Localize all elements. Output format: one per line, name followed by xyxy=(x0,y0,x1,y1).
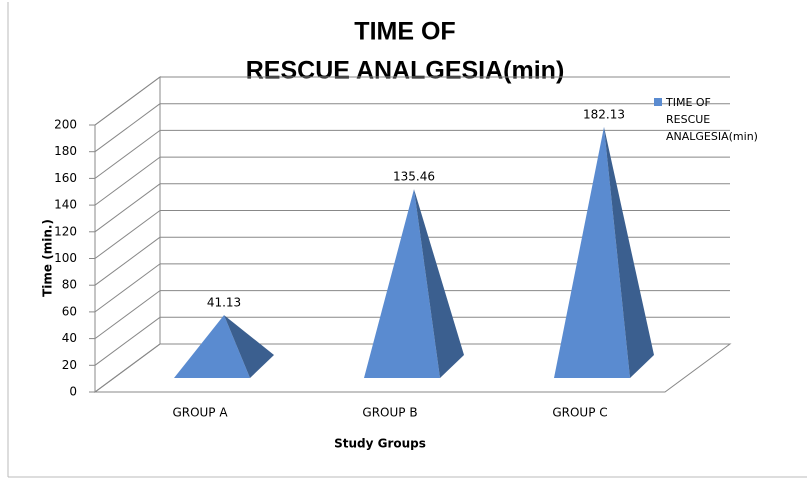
y-tick-label: 40 xyxy=(62,331,77,345)
pyramid-side xyxy=(414,189,464,378)
grid-line xyxy=(94,103,161,153)
y-tick-label: 120 xyxy=(54,224,77,238)
grid-line xyxy=(94,129,161,179)
chart-title: TIME OF xyxy=(354,18,455,46)
y-tick-label: 200 xyxy=(54,118,77,132)
pyramid-front xyxy=(364,189,440,378)
grid-line xyxy=(94,290,161,340)
y-tick-label: 100 xyxy=(54,251,77,265)
x-tick-label: GROUP B xyxy=(362,406,417,420)
pyramid-side xyxy=(604,126,654,379)
grid-line xyxy=(94,263,161,313)
grid-line xyxy=(94,316,161,366)
legend-swatch xyxy=(654,98,662,106)
grid-line xyxy=(94,76,161,126)
y-tick-label: 80 xyxy=(62,278,77,292)
y-axis-title: Time (min.) xyxy=(41,219,55,297)
grid-line xyxy=(94,156,161,206)
value-label: 182.13 xyxy=(583,107,625,121)
x-tick-label: GROUP C xyxy=(552,406,607,420)
y-tick-label: 140 xyxy=(54,198,77,212)
y-tick-label: 0 xyxy=(69,385,77,399)
y-tick-label: 60 xyxy=(62,304,77,318)
pyramid-front xyxy=(174,315,250,378)
grid-line xyxy=(94,343,161,393)
value-label: 135.46 xyxy=(393,170,435,184)
value-label: 41.13 xyxy=(207,296,241,310)
chart-title: RESCUE ANALGESIA(min) xyxy=(246,57,565,85)
grid-line xyxy=(94,236,161,286)
pyramid-front xyxy=(554,126,630,379)
grid-line xyxy=(94,210,161,259)
pyramid-side xyxy=(224,315,274,378)
y-tick-label: 20 xyxy=(62,358,77,372)
x-tick-label: GROUP A xyxy=(172,406,228,420)
y-tick-label: 180 xyxy=(54,144,77,158)
x-axis-title: Study Groups xyxy=(334,437,426,451)
y-tick-label: 160 xyxy=(54,171,77,185)
legend: TIME OF RESCUE ANALGESIA(min) xyxy=(654,94,758,145)
legend-label: TIME OF RESCUE ANALGESIA(min) xyxy=(666,96,758,143)
grid-line xyxy=(94,183,161,233)
